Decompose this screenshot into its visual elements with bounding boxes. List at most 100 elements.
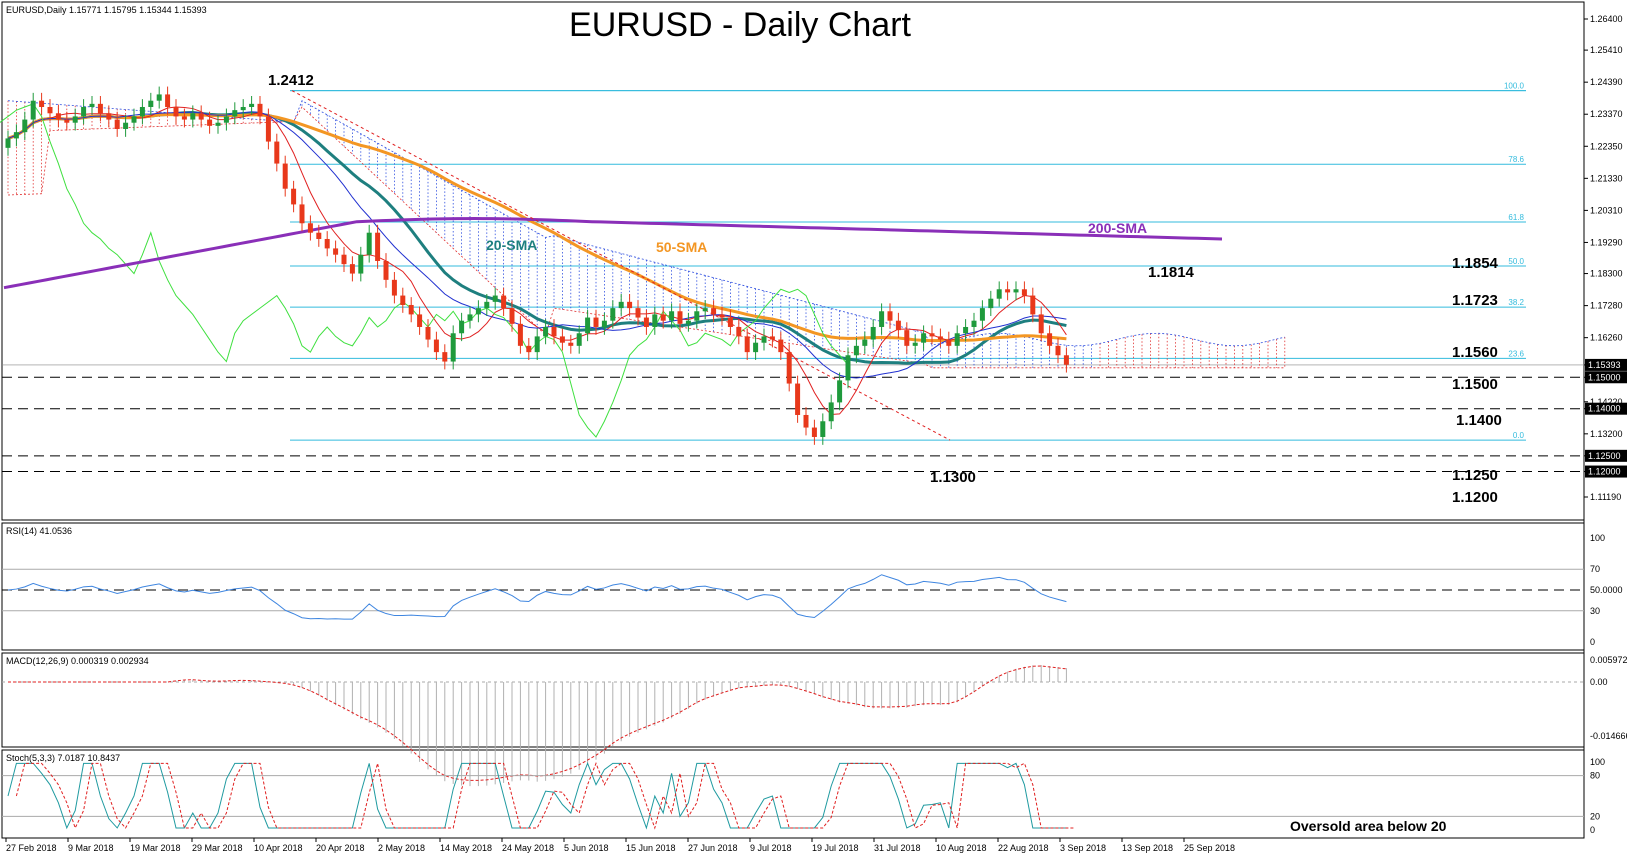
macd-signal bbox=[8, 665, 1067, 781]
candle-body bbox=[148, 100, 154, 107]
rsi-axis-label: 50.0000 bbox=[1590, 585, 1623, 595]
date-label: 13 Sep 2018 bbox=[1122, 843, 1173, 853]
candle-body bbox=[13, 132, 19, 139]
candle-body bbox=[795, 383, 801, 415]
candle-body bbox=[156, 94, 162, 101]
stoch-axis-label: 100 bbox=[1590, 757, 1605, 767]
date-label: 24 May 2018 bbox=[502, 843, 554, 853]
candle-body bbox=[417, 314, 423, 327]
level-label: 1.1560 bbox=[1452, 344, 1498, 361]
tenkan-line bbox=[7, 106, 1067, 415]
candle-body bbox=[240, 106, 246, 111]
date-label: 29 Mar 2018 bbox=[192, 843, 243, 853]
candle-body bbox=[1021, 289, 1027, 296]
rsi-axis-label: 30 bbox=[1590, 606, 1600, 616]
chart-title: EURUSD - Daily Chart bbox=[569, 6, 911, 44]
candle-body bbox=[467, 314, 473, 321]
rsi-panel bbox=[1, 522, 1585, 651]
candle-body bbox=[1030, 295, 1036, 315]
date-label: 10 Aug 2018 bbox=[936, 843, 987, 853]
candle-body bbox=[971, 320, 977, 327]
candle-body bbox=[131, 116, 137, 123]
candle-body bbox=[660, 314, 666, 321]
candle-body bbox=[534, 336, 540, 353]
candle-body bbox=[593, 317, 599, 327]
candle-body bbox=[408, 304, 414, 315]
date-label: 9 Mar 2018 bbox=[68, 843, 114, 853]
candle-body bbox=[349, 264, 355, 274]
candle-body bbox=[1063, 355, 1069, 365]
stoch-k-line bbox=[7, 761, 1067, 830]
candle-body bbox=[727, 317, 733, 327]
macd-axis-label: 0.00 bbox=[1590, 677, 1608, 687]
candle-body bbox=[526, 345, 532, 353]
candle-body bbox=[887, 311, 893, 321]
candle-body bbox=[811, 427, 817, 437]
stoch-axis-label: 20 bbox=[1590, 811, 1600, 821]
price-panel bbox=[1, 1, 1585, 521]
candle-body bbox=[257, 103, 263, 117]
candle-body bbox=[769, 336, 775, 340]
candle-body bbox=[585, 317, 591, 334]
candle-body bbox=[786, 352, 792, 384]
candle-body bbox=[517, 323, 523, 346]
candle-body bbox=[47, 106, 53, 114]
candle-body bbox=[97, 103, 103, 114]
candle-body bbox=[921, 333, 927, 343]
sma200-label: 200-SMA bbox=[1088, 220, 1147, 236]
candle-body bbox=[89, 103, 95, 107]
candle-body bbox=[677, 311, 683, 324]
level-label: 1.1500 bbox=[1452, 376, 1498, 393]
fib-label: 100.0 bbox=[1504, 82, 1525, 91]
sma20-label: 20-SMA bbox=[486, 237, 537, 253]
candle-body bbox=[307, 223, 313, 233]
price-badge-label: 1.12000 bbox=[1588, 467, 1621, 477]
candle-body bbox=[627, 301, 633, 309]
candle-body bbox=[820, 421, 826, 437]
price-badge-label: 1.15000 bbox=[1588, 372, 1621, 382]
candle-body bbox=[333, 248, 339, 255]
trend-line bbox=[291, 90, 951, 441]
price-tick-label: 1.18300 bbox=[1590, 269, 1623, 279]
candle-body bbox=[1005, 289, 1011, 293]
candle-body bbox=[425, 326, 431, 340]
candle-body bbox=[618, 301, 624, 309]
candle-body bbox=[400, 295, 406, 305]
price-tick-label: 1.14220 bbox=[1590, 397, 1623, 407]
candle-body bbox=[736, 326, 742, 337]
date-label: 5 Jun 2018 bbox=[564, 843, 609, 853]
price-tick-label: 1.22350 bbox=[1590, 141, 1623, 151]
date-label: 25 Sep 2018 bbox=[1184, 843, 1235, 853]
candle-body bbox=[55, 113, 61, 120]
candle-body bbox=[685, 320, 691, 324]
date-label: 22 Aug 2018 bbox=[998, 843, 1049, 853]
candle-body bbox=[106, 113, 112, 120]
candle-body bbox=[459, 320, 465, 334]
candle-body bbox=[501, 295, 507, 309]
candle-body bbox=[853, 345, 859, 356]
date-label: 31 Jul 2018 bbox=[874, 843, 921, 853]
price-badge-label: 1.12500 bbox=[1588, 451, 1621, 461]
candle-body bbox=[173, 106, 179, 117]
date-label: 15 Jun 2018 bbox=[626, 843, 676, 853]
candle-body bbox=[1055, 345, 1061, 356]
price-badge bbox=[1585, 449, 1627, 462]
date-label: 19 Jul 2018 bbox=[812, 843, 859, 853]
candle-body bbox=[652, 314, 658, 327]
candle-body bbox=[232, 110, 238, 117]
candle-body bbox=[879, 311, 885, 327]
candle-body bbox=[324, 238, 330, 249]
price-badge bbox=[1585, 465, 1627, 478]
candle-body bbox=[559, 336, 565, 343]
stoch-header: Stoch(5,3,3) 7.0187 10.8437 bbox=[6, 753, 120, 763]
macd-header: MACD(12,26,9) 0.000319 0.002934 bbox=[6, 656, 149, 666]
candle-body bbox=[862, 339, 868, 346]
candle-body bbox=[543, 326, 549, 337]
candle-body bbox=[988, 298, 994, 309]
candle-body bbox=[845, 355, 851, 381]
macd-axis-label: -0.014666 bbox=[1590, 731, 1627, 741]
price-tick-label: 1.11190 bbox=[1590, 492, 1621, 502]
date-label: 3 Sep 2018 bbox=[1060, 843, 1106, 853]
